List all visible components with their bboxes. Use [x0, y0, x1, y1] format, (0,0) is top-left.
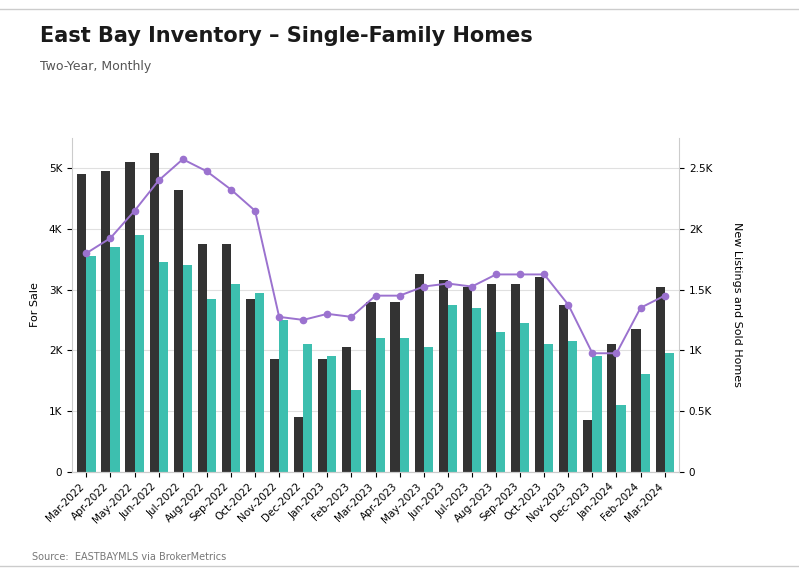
For Sale: [539, 271, 549, 278]
For Sale: [178, 156, 188, 163]
Bar: [255, 293, 264, 472]
Bar: [270, 359, 279, 472]
Bar: [535, 278, 544, 471]
Bar: [463, 286, 472, 472]
Bar: [447, 305, 457, 471]
Bar: [197, 244, 207, 472]
Bar: [367, 302, 376, 472]
Text: East Bay Inventory – Single-Family Homes: East Bay Inventory – Single-Family Homes: [40, 26, 533, 46]
Bar: [592, 356, 602, 472]
Bar: [222, 244, 231, 472]
Bar: [294, 417, 304, 472]
Bar: [511, 283, 520, 472]
Bar: [641, 374, 650, 471]
Bar: [134, 235, 144, 472]
Text: Source:  EASTBAYMLS via BrokerMetrics: Source: EASTBAYMLS via BrokerMetrics: [32, 553, 226, 562]
For Sale: [371, 292, 380, 299]
Bar: [304, 344, 312, 472]
Bar: [376, 338, 384, 471]
Bar: [328, 356, 336, 472]
For Sale: [274, 313, 284, 320]
Bar: [568, 341, 578, 471]
For Sale: [250, 208, 260, 214]
Bar: [231, 283, 240, 472]
For Sale: [515, 271, 525, 278]
For Sale: [323, 310, 332, 317]
Y-axis label: For Sale: For Sale: [30, 282, 41, 327]
For Sale: [467, 283, 477, 290]
Bar: [391, 302, 400, 472]
Bar: [415, 274, 423, 472]
Bar: [617, 405, 626, 471]
Bar: [439, 281, 447, 471]
Bar: [665, 353, 674, 472]
Bar: [583, 420, 592, 472]
Bar: [607, 344, 617, 472]
Bar: [400, 338, 409, 471]
Bar: [655, 286, 665, 472]
For Sale: [419, 283, 428, 290]
Bar: [472, 308, 481, 471]
For Sale: [226, 186, 236, 193]
Bar: [101, 171, 110, 472]
Bar: [159, 262, 168, 471]
For Sale: [587, 350, 597, 356]
Bar: [496, 332, 505, 472]
Bar: [318, 359, 328, 472]
Bar: [520, 323, 529, 472]
For Sale: [636, 304, 646, 311]
Text: Two-Year, Monthly: Two-Year, Monthly: [40, 60, 151, 74]
For Sale: [563, 301, 573, 308]
For Sale: [347, 313, 356, 320]
Bar: [544, 344, 554, 472]
Bar: [207, 298, 216, 472]
Bar: [342, 347, 352, 472]
For Sale: [202, 168, 212, 175]
For Sale: [299, 316, 308, 323]
Y-axis label: New Listings and Sold Homes: New Listings and Sold Homes: [732, 223, 741, 387]
For Sale: [154, 177, 164, 184]
For Sale: [81, 250, 91, 256]
Bar: [149, 153, 159, 472]
Bar: [173, 190, 183, 471]
Bar: [423, 347, 433, 472]
Bar: [183, 265, 192, 471]
Bar: [279, 320, 288, 472]
For Sale: [395, 292, 404, 299]
For Sale: [129, 208, 139, 214]
For Sale: [660, 292, 670, 299]
Bar: [559, 305, 568, 471]
Bar: [110, 247, 120, 472]
Bar: [86, 256, 96, 471]
Bar: [246, 298, 255, 472]
Bar: [631, 329, 641, 472]
Bar: [125, 162, 134, 472]
Bar: [78, 174, 86, 471]
Bar: [487, 283, 496, 472]
For Sale: [491, 271, 501, 278]
For Sale: [443, 280, 452, 287]
Bar: [352, 390, 360, 472]
Line: For Sale: For Sale: [83, 156, 668, 356]
For Sale: [105, 235, 115, 242]
For Sale: [612, 350, 622, 356]
